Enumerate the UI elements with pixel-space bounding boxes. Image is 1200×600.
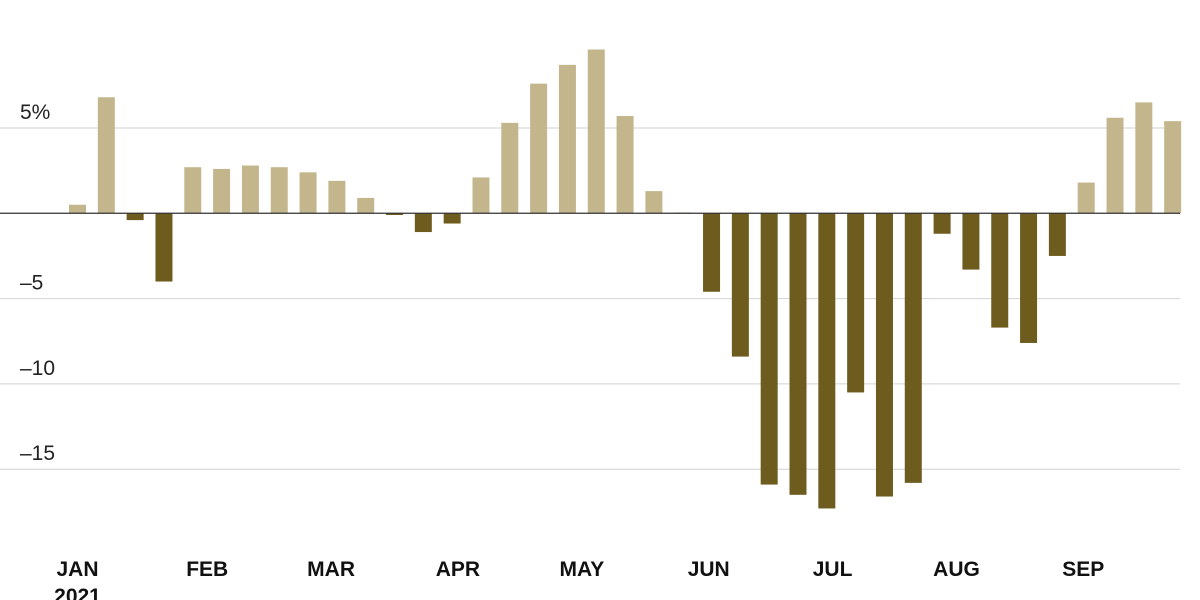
bar [789,213,807,495]
bar [299,172,317,214]
bar [587,49,605,214]
bars [69,49,1182,509]
x-tick-label: AUG [933,558,980,581]
bar [414,213,432,233]
bar [357,197,375,214]
x-tick-label: MAR [307,558,355,581]
bar [1135,102,1153,214]
bar [933,213,951,234]
y-tick-label: 5% [20,101,50,124]
bar [904,213,922,483]
x-tick-label: JAN [56,558,98,581]
bar [1048,213,1066,256]
y-tick-label: –5 [20,272,43,295]
bar [760,213,778,485]
bar [818,213,836,509]
bar [501,122,519,214]
x-tick-label: SEP [1062,558,1104,581]
bar [1164,121,1182,214]
bar [328,180,346,214]
bar [616,116,634,214]
bar [1077,182,1095,214]
bar [875,213,893,497]
bar [97,97,115,214]
bar [184,167,202,214]
y-axis-ticks: 5% –5 –10 –15 [20,101,55,465]
x-tick-label: FEB [186,558,228,581]
x-tick-year-label: 2021 [54,585,101,600]
bar [472,177,490,214]
bar [645,191,663,214]
x-tick-label: MAY [560,558,605,581]
bar [443,213,461,224]
bar [962,213,980,270]
bar [69,204,86,214]
bar [270,167,288,214]
y-tick-label: –15 [20,442,55,465]
bar [991,213,1009,328]
bar [386,213,404,215]
bar [1020,213,1038,343]
x-tick-label: APR [436,558,480,581]
bar [155,213,173,282]
bar [530,83,548,214]
x-axis-ticks: JAN 2021 FEB MAR APR MAY JUN JUL AUG SEP [54,558,1104,600]
bar [558,64,576,214]
bar [126,213,144,221]
bar [241,165,259,214]
bar [731,213,749,357]
bar [847,213,865,393]
bar [1106,117,1124,214]
x-tick-label: JUL [813,558,853,581]
bar [213,168,231,214]
bar [703,213,721,292]
y-tick-label: –10 [20,357,55,380]
x-tick-label: JUN [688,558,730,581]
